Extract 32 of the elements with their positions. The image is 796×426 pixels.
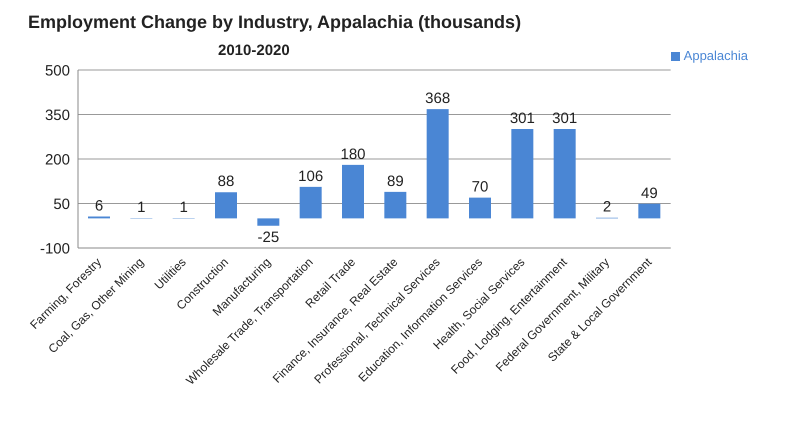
data-label: 106 (298, 168, 324, 185)
y-tick-label: 200 (44, 151, 70, 168)
y-tick-label: 500 (44, 62, 70, 80)
y-tick-label: 350 (44, 106, 70, 124)
data-label: 1 (179, 199, 188, 216)
bar (384, 192, 406, 218)
chart-subtitle: 2010-2020 (218, 42, 290, 59)
data-label: -25 (257, 228, 280, 246)
data-label: 49 (640, 184, 658, 202)
y-tick-label: -100 (40, 240, 70, 258)
bar (215, 192, 237, 218)
bar (511, 129, 534, 218)
data-label: 70 (472, 178, 488, 196)
bar (638, 204, 660, 218)
bar (300, 186, 322, 218)
data-label: 368 (425, 90, 450, 108)
bar (469, 198, 492, 218)
data-label: 89 (386, 172, 404, 190)
y-tick-label: 50 (53, 196, 70, 213)
data-label: 180 (340, 146, 366, 163)
data-label: 6 (94, 198, 104, 215)
data-label: 301 (552, 110, 578, 128)
legend-label: Appalachia (684, 48, 748, 63)
data-label: 1 (137, 199, 146, 216)
data-label: 301 (510, 110, 535, 128)
chart-title: Employment Change by Industry, Appalachia (thousands) (28, 12, 522, 33)
bar (426, 109, 449, 218)
bar (342, 164, 364, 218)
bar (257, 218, 280, 226)
data-label: 2 (602, 198, 612, 216)
data-label: 88 (218, 173, 234, 190)
bar (554, 129, 576, 218)
